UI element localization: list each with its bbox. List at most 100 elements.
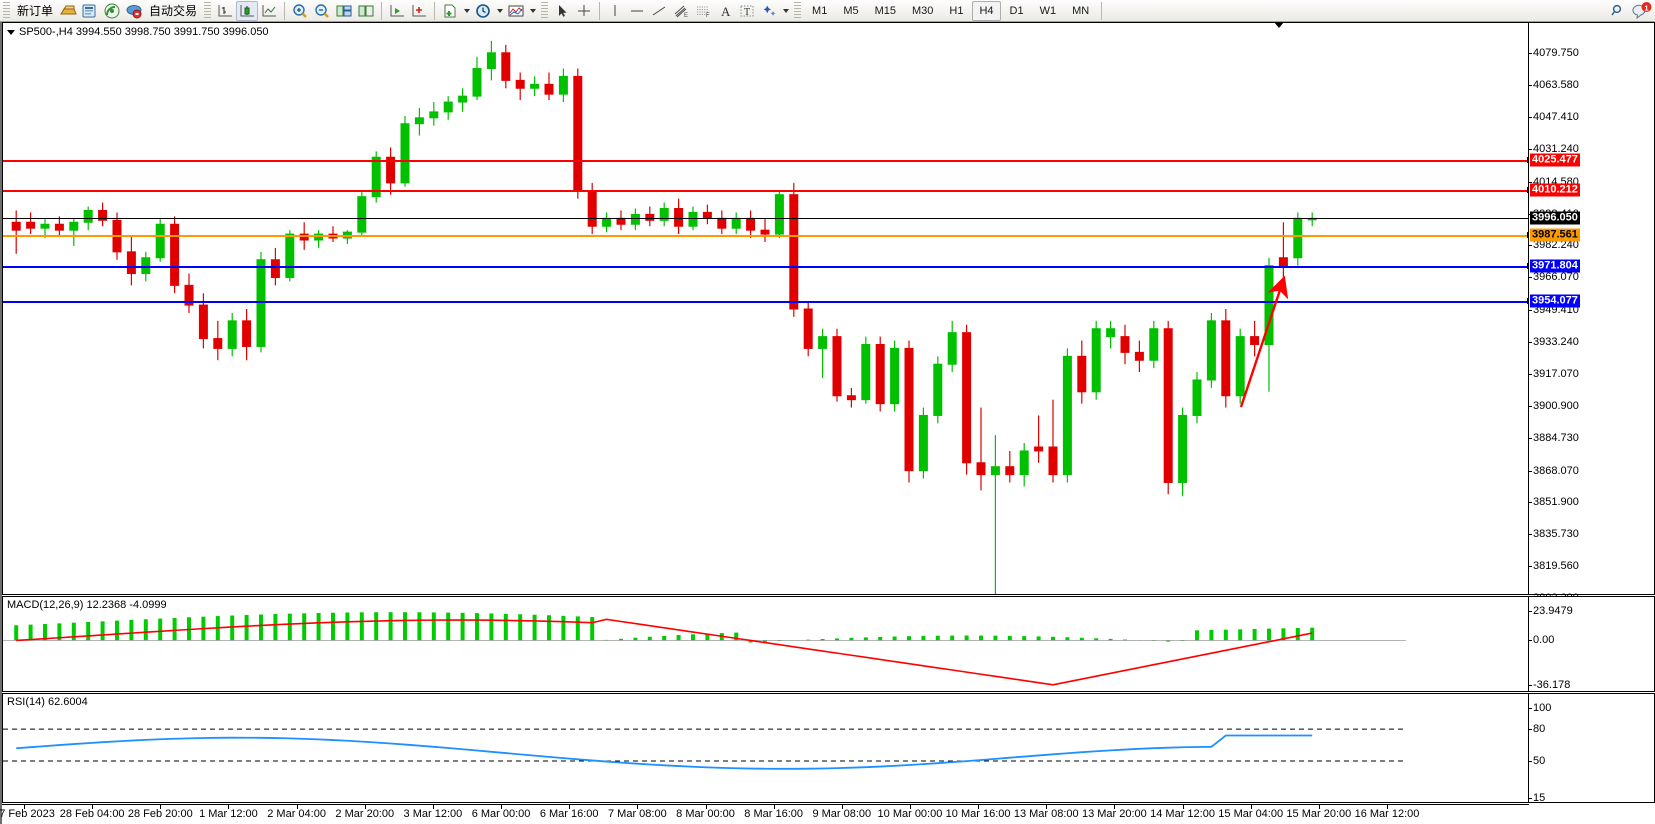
candle <box>443 101 453 113</box>
new-chart-icon[interactable] <box>439 1 461 21</box>
shift-chart-icon[interactable] <box>386 1 408 21</box>
timeframe-w1[interactable]: W1 <box>1039 4 1057 17</box>
candle <box>630 213 640 225</box>
indicators-dropdown-arrow[interactable] <box>527 1 538 21</box>
timeframe-h4[interactable]: H4 <box>972 0 1001 21</box>
period-clock-icon[interactable] <box>472 1 494 21</box>
candle <box>1077 355 1087 393</box>
price-tag-resistance-2[interactable]: 4025.477 <box>1530 153 1580 167</box>
price-tag-last-price[interactable]: 3996.050 <box>1530 211 1580 225</box>
objects-dropdown-arrow[interactable] <box>780 1 791 21</box>
candle <box>875 343 885 405</box>
notification-icon[interactable]: 1 <box>1629 1 1655 21</box>
timeframe-d1[interactable]: D1 <box>1009 4 1024 17</box>
toolbar-grip-3[interactable] <box>541 1 549 20</box>
text-icon[interactable]: A <box>714 1 736 21</box>
new-chart-dropdown-arrow[interactable] <box>461 1 472 21</box>
chart-menu-caret-icon[interactable] <box>7 29 15 35</box>
expert-advisors-icon[interactable] <box>123 1 145 21</box>
time-label: 15 Mar 04:00 <box>1218 808 1284 820</box>
timeframe-m15[interactable]: M15 <box>874 4 896 17</box>
macd-pane[interactable]: MACD(12,26,9) 12.2368 -4.0999 23.9479 0.0… <box>2 596 1655 692</box>
toolbar-grip[interactable] <box>3 1 10 20</box>
equidistant-channel-icon[interactable]: E <box>670 1 692 21</box>
line-chart-icon[interactable] <box>258 1 280 21</box>
terminal-icon[interactable] <box>79 1 101 21</box>
tile-windows-icon[interactable] <box>333 1 355 21</box>
candle <box>1091 328 1101 393</box>
time-tick <box>569 805 571 809</box>
price-tag-mid-level[interactable]: 3987.561 <box>1530 228 1580 242</box>
candlestick-chart-icon[interactable] <box>236 0 259 21</box>
candle <box>11 221 21 231</box>
zoom-out-icon[interactable] <box>311 1 333 21</box>
candle <box>947 332 957 365</box>
candle <box>501 52 511 81</box>
zoom-in-icon[interactable] <box>289 1 311 21</box>
signal-icon[interactable] <box>101 1 123 21</box>
candle <box>83 209 93 223</box>
rsi-line <box>16 734 1313 770</box>
crosshair-icon[interactable] <box>573 1 595 21</box>
period-dropdown-arrow[interactable] <box>494 1 505 21</box>
time-tick <box>228 805 230 809</box>
macd-tick: 0.00 <box>1528 634 1555 647</box>
toolbar-grip-4[interactable] <box>794 1 802 20</box>
timeframe-h1[interactable]: H1 <box>949 4 964 17</box>
fibonacci-icon[interactable]: F <box>692 1 714 21</box>
search-icon[interactable] <box>1607 1 1629 21</box>
price-tag-resistance-1[interactable]: 4010.212 <box>1530 183 1580 197</box>
toolbar-separator-4 <box>599 1 601 20</box>
auto-trading-button[interactable]: 自动交易 <box>149 3 198 18</box>
candle <box>1134 351 1144 361</box>
price-tag-support-1[interactable]: 3971.804 <box>1530 259 1580 273</box>
candle <box>299 233 309 241</box>
new-order-button[interactable]: 新订单 <box>17 3 54 18</box>
candle <box>818 336 828 349</box>
indicators-icon[interactable] <box>505 1 527 21</box>
objects-icon[interactable] <box>758 1 780 21</box>
svg-text:F: F <box>706 13 710 19</box>
timeframe-mn[interactable]: MN <box>1072 4 1090 17</box>
price-tag-support-2[interactable]: 3954.077 <box>1530 294 1580 308</box>
candle <box>98 209 108 221</box>
price-tick: 4047.410 <box>1529 111 1579 123</box>
candle <box>242 320 252 347</box>
vline-icon[interactable] <box>604 1 626 21</box>
candle <box>1235 336 1245 397</box>
price-axis[interactable]: 4079.750 4063.580 4047.410 4031.240 4014.580… <box>1528 23 1654 604</box>
macd-signal-line <box>16 618 1313 686</box>
rsi-series <box>3 728 1406 770</box>
svg-text:A: A <box>721 4 731 19</box>
time-label: 15 Mar 20:00 <box>1286 808 1352 820</box>
bar-chart-icon[interactable] <box>214 1 236 21</box>
time-tick <box>160 805 162 809</box>
time-label: 8 Mar 16:00 <box>744 808 803 820</box>
text-label-icon[interactable]: T <box>736 1 758 21</box>
candle <box>1250 336 1260 345</box>
price-tick: 3982.240 <box>1529 239 1579 252</box>
time-tick <box>637 805 639 809</box>
data-window-icon[interactable] <box>355 1 377 21</box>
cursor-icon[interactable] <box>551 1 573 21</box>
toolbar-grip-2[interactable] <box>204 1 212 20</box>
timeframe-m30[interactable]: M30 <box>912 4 934 17</box>
candlestick-series <box>11 40 1317 594</box>
time-label: 10 Mar 00:00 <box>877 808 943 820</box>
hline-icon[interactable] <box>626 1 648 21</box>
price-pane[interactable]: SP500-,H4 3994.550 3998.750 3991.750 399… <box>2 22 1655 604</box>
gold-bar-icon[interactable] <box>57 1 79 21</box>
auto-scroll-icon[interactable] <box>408 1 430 21</box>
candle <box>54 223 64 231</box>
chart-symbol-label: SP500-,H4 3994.550 3998.750 3991.750 399… <box>19 26 269 38</box>
chart-container[interactable]: SP500-,H4 3994.550 3998.750 3991.750 399… <box>0 22 1655 824</box>
trendline-icon[interactable] <box>648 1 670 21</box>
candle <box>789 194 799 310</box>
timeframe-m5[interactable]: M5 <box>843 4 859 17</box>
timeframe-m1[interactable]: M1 <box>812 4 828 17</box>
rsi-pane[interactable]: RSI(14) 62.6004 100 80 50 15 <box>2 693 1655 804</box>
candle <box>731 217 741 229</box>
candle <box>846 395 856 401</box>
